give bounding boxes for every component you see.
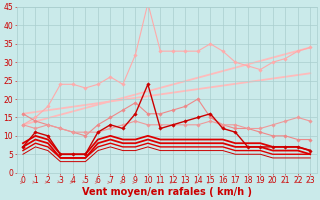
X-axis label: Vent moyen/en rafales ( km/h ): Vent moyen/en rafales ( km/h ) xyxy=(82,187,252,197)
